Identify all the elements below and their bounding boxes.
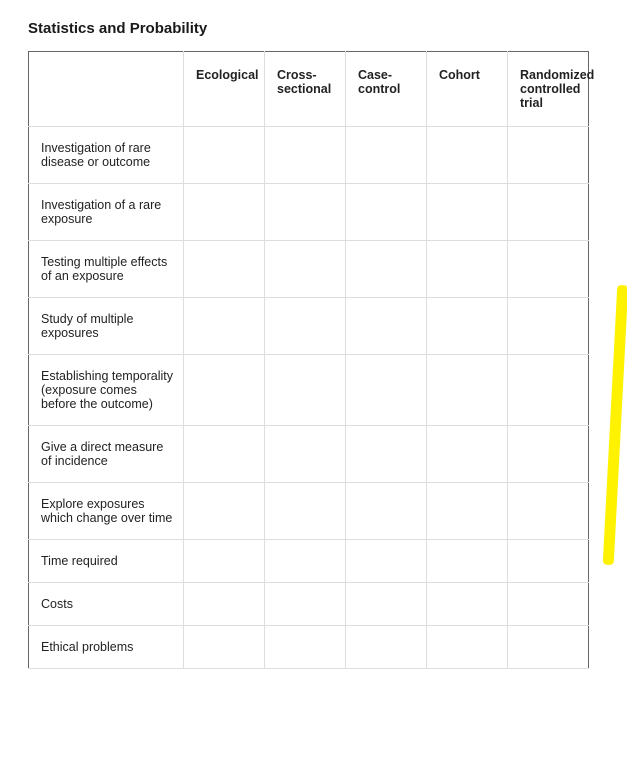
cell <box>346 355 427 426</box>
cell <box>184 626 265 669</box>
page-title: Statistics and Probability <box>28 20 599 37</box>
cell <box>184 540 265 583</box>
cell <box>508 483 589 540</box>
cell <box>184 583 265 626</box>
cell <box>265 540 346 583</box>
cell <box>508 540 589 583</box>
cell <box>346 626 427 669</box>
cell <box>265 426 346 483</box>
table-row: Establishing temporality (exposure comes… <box>29 355 589 426</box>
cell <box>346 483 427 540</box>
cell <box>508 298 589 355</box>
cell <box>508 583 589 626</box>
cell <box>346 540 427 583</box>
table-row: Investigation of rare disease or outcome <box>29 127 589 184</box>
cell <box>508 127 589 184</box>
cell <box>184 184 265 241</box>
cell <box>427 483 508 540</box>
row-label: Investigation of a rare exposure <box>29 184 184 241</box>
table-row: Costs <box>29 583 589 626</box>
cell <box>427 184 508 241</box>
cell <box>184 426 265 483</box>
cell <box>184 298 265 355</box>
table-body: Investigation of rare disease or outcome… <box>29 127 589 669</box>
table-row: Explore exposures which change over time <box>29 483 589 540</box>
cell <box>508 241 589 298</box>
header-col: Cohort <box>427 52 508 127</box>
header-blank <box>29 52 184 127</box>
row-label: Study of multiple exposures <box>29 298 184 355</box>
table-row: Time required <box>29 540 589 583</box>
cell <box>427 127 508 184</box>
cell <box>265 241 346 298</box>
cell <box>508 355 589 426</box>
cell <box>184 241 265 298</box>
cell <box>346 184 427 241</box>
row-label: Time required <box>29 540 184 583</box>
cell <box>265 127 346 184</box>
cell <box>265 184 346 241</box>
cell <box>508 626 589 669</box>
row-label: Explore exposures which change over time <box>29 483 184 540</box>
cell <box>265 355 346 426</box>
cell <box>265 626 346 669</box>
cell <box>508 426 589 483</box>
cell <box>346 583 427 626</box>
cell <box>265 483 346 540</box>
table-row: Study of multiple exposures <box>29 298 589 355</box>
cell <box>427 540 508 583</box>
table-header-row: Ecological Cross-sectional Case-control … <box>29 52 589 127</box>
cell <box>346 127 427 184</box>
table-row: Testing multiple effects of an exposure <box>29 241 589 298</box>
cell <box>427 355 508 426</box>
cell <box>184 355 265 426</box>
table-row: Give a direct measure of incidence <box>29 426 589 483</box>
header-col: Cross-sectional <box>265 52 346 127</box>
cell <box>427 626 508 669</box>
table-row: Ethical problems <box>29 626 589 669</box>
cell <box>427 583 508 626</box>
row-label: Investigation of rare disease or outcome <box>29 127 184 184</box>
cell <box>346 298 427 355</box>
cell <box>346 241 427 298</box>
cell <box>184 483 265 540</box>
cell <box>265 298 346 355</box>
header-col: Randomized controlled trial <box>508 52 589 127</box>
cell <box>184 127 265 184</box>
cell <box>427 426 508 483</box>
header-col: Case-control <box>346 52 427 127</box>
header-col: Ecological <box>184 52 265 127</box>
row-label: Ethical problems <box>29 626 184 669</box>
row-label: Costs <box>29 583 184 626</box>
cell <box>346 426 427 483</box>
row-label: Establishing temporality (exposure comes… <box>29 355 184 426</box>
row-label: Testing multiple effects of an exposure <box>29 241 184 298</box>
cell <box>508 184 589 241</box>
cell <box>427 241 508 298</box>
table-row: Investigation of a rare exposure <box>29 184 589 241</box>
row-label: Give a direct measure of incidence <box>29 426 184 483</box>
cell <box>265 583 346 626</box>
study-design-table: Ecological Cross-sectional Case-control … <box>28 51 589 669</box>
cell <box>427 298 508 355</box>
